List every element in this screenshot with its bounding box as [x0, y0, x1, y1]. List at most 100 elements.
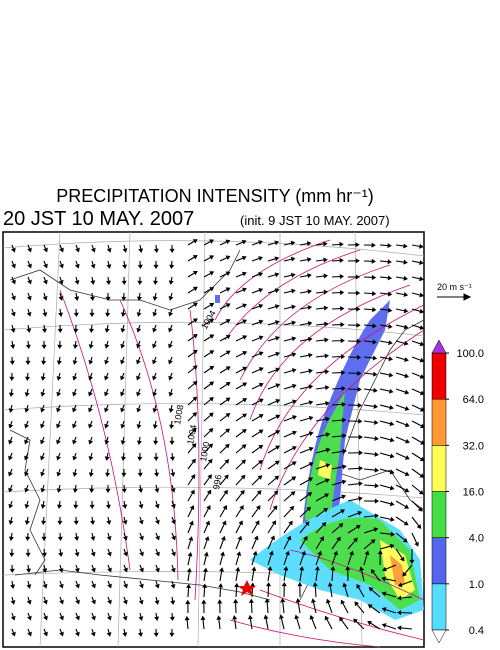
wind-arrowhead [258, 272, 264, 277]
wind-arrowhead [40, 455, 45, 461]
wind-arrowhead [292, 430, 297, 436]
wind-arrowhead [8, 503, 14, 509]
wind-arrowhead [389, 501, 395, 507]
wind-arrowhead [187, 552, 193, 557]
colorbar-segment [431, 398, 447, 446]
wind-arrowhead [25, 552, 31, 558]
wind-arrowhead [192, 365, 198, 370]
wind-arrowhead [340, 322, 345, 328]
wind-arrowhead [104, 440, 110, 445]
wind-arrowhead [104, 456, 110, 461]
wind-arrowhead [323, 289, 329, 295]
wind-arrowhead [168, 296, 174, 301]
wind-arrowhead [105, 296, 111, 302]
wind-arrowhead [27, 247, 32, 253]
wind-arrowhead [333, 550, 339, 556]
wind-arrowhead [397, 582, 403, 588]
wind-arrowhead [387, 291, 393, 297]
wind-arrowhead [152, 296, 158, 301]
wind-arrowhead [274, 256, 280, 262]
wind-arrowhead [139, 583, 144, 589]
wind-arrowhead [170, 503, 176, 509]
wind-arrowhead [136, 296, 142, 301]
colorbar-label: 4.0 [469, 533, 484, 545]
wind-arrowhead [209, 287, 215, 292]
wind-arrowhead [168, 408, 174, 413]
wind-arrowhead [192, 239, 198, 244]
wind-arrowhead [381, 607, 387, 612]
wind-arrowhead [72, 455, 78, 461]
wind-arrowhead [274, 240, 280, 246]
wind-arrowhead [42, 312, 48, 317]
wind-arrowhead [192, 255, 198, 260]
wind-arrowhead [355, 524, 361, 530]
wind-arrowhead [419, 341, 425, 347]
wind-arrowhead [153, 632, 159, 638]
wind-arrowhead [170, 584, 176, 589]
colorbar-label: 100.0 [456, 348, 484, 360]
isobar-label: 1000 [198, 441, 211, 462]
wind-arrowhead [291, 288, 296, 294]
wind-arrowhead [24, 423, 30, 429]
wind-arrowhead [264, 598, 270, 603]
wind-arrowhead [222, 505, 228, 510]
wind-arrowhead [74, 552, 80, 557]
wind-arrowhead [388, 372, 394, 378]
wind-arrowhead [155, 551, 160, 557]
wind-arrowhead [90, 536, 96, 541]
wind-arrowhead [192, 334, 198, 339]
wind-arrowhead [354, 601, 360, 607]
wind-arrowhead [225, 382, 231, 387]
wind-arrowhead [279, 614, 284, 620]
wind-arrowhead [403, 324, 409, 330]
wind-arrowhead [290, 491, 296, 496]
wind-arrowhead [303, 535, 308, 541]
wind-arrowhead [72, 423, 77, 429]
wind-arrowhead [339, 273, 345, 280]
wind-arrowhead [307, 257, 312, 263]
wind-arrowhead [340, 354, 346, 360]
wind-arrowhead [138, 488, 144, 493]
wind-arrowhead [153, 264, 159, 270]
wind-arrowhead [106, 247, 112, 253]
wind-arrowhead [274, 288, 280, 294]
wind-arrowhead [89, 504, 95, 510]
wind-arrowhead [105, 312, 111, 318]
wind-arrowhead [265, 582, 272, 587]
wind-arrowhead [236, 551, 242, 556]
wind-arrowhead [225, 334, 231, 340]
wind-arrowhead [372, 323, 377, 329]
wind-arrowhead [290, 272, 296, 278]
isobar-label: 1004 [185, 424, 198, 445]
wind-arrowhead [388, 356, 394, 362]
wind-arrowhead [419, 407, 425, 412]
wind-arrowhead [339, 241, 344, 247]
wind-arrowhead [307, 305, 313, 311]
wind-arrowhead [275, 414, 281, 420]
wind-arrowhead [43, 615, 48, 621]
wind-arrowhead [341, 494, 346, 500]
wind-arrowhead [104, 359, 110, 365]
wind-arrowhead [414, 541, 419, 547]
wind-arrowhead [120, 407, 125, 413]
wind-arrowhead [58, 583, 64, 589]
wind-arrowhead [72, 407, 77, 413]
wind-arrowhead [368, 587, 374, 592]
wind-arrowhead [136, 327, 142, 333]
wind-arrowhead [256, 490, 262, 495]
wind-arrowhead [9, 552, 15, 558]
wind-arrowhead [258, 367, 264, 372]
wind-arrowhead [89, 296, 95, 302]
wind-arrowhead [308, 400, 314, 406]
colorbar-label: 32.0 [463, 440, 484, 452]
wind-arrowhead [342, 448, 347, 454]
wind-arrowhead [209, 239, 214, 244]
wind-arrowhead [225, 350, 231, 356]
wind-arrowhead [59, 263, 64, 269]
wind-arrowhead [325, 432, 331, 438]
colorbar-segment [431, 537, 447, 585]
wind-arrowhead [275, 383, 281, 388]
wind-arrowhead [138, 504, 144, 509]
wind-arrowhead [308, 477, 314, 482]
wind-arrowhead [374, 451, 379, 457]
